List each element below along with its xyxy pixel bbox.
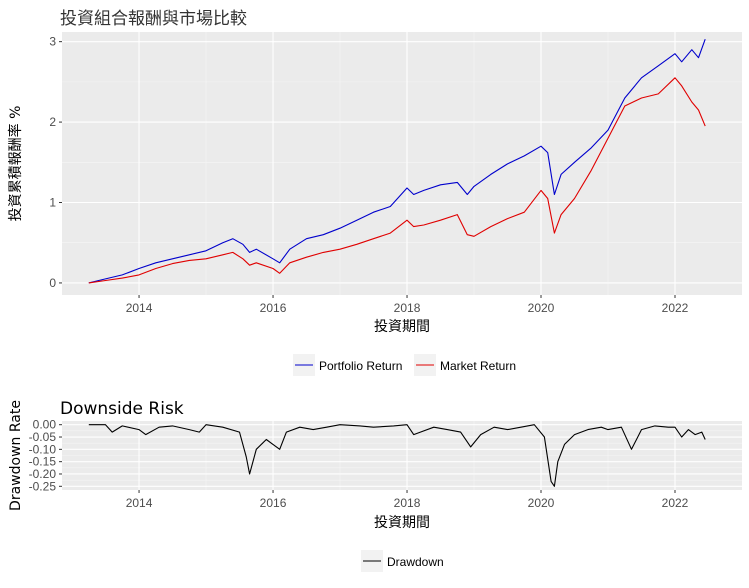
- panel2-y-tick-label: -0.20: [29, 467, 57, 481]
- panel1-y-tick-label: 3: [49, 35, 56, 49]
- panel1-x-tick-label: 2020: [528, 301, 555, 315]
- panel2-x-tick-label: 2014: [126, 496, 153, 510]
- panel1-background: [62, 32, 742, 295]
- panel2-title: Downside Risk: [60, 399, 184, 419]
- panel1-series-line-portfolio-return: [88, 39, 706, 284]
- panel1-x-tick-label: 2016: [260, 301, 287, 315]
- panel2-y-tick-label: -0.15: [29, 455, 57, 469]
- panel2-series-line-drawdown: [88, 424, 706, 487]
- panel2-y-tick-label: -0.05: [29, 430, 57, 444]
- panel2-x-tick-label: 2018: [394, 496, 421, 510]
- panel2-y-tick-label: -0.25: [29, 479, 57, 493]
- panel1-y-tick-label: 2: [49, 115, 56, 129]
- panel1-title: 投資組合報酬與市場比較: [60, 9, 247, 29]
- panel1-y-tick-label: 0: [49, 276, 56, 290]
- panel2-x-tick-label: 2016: [260, 496, 287, 510]
- panel1-y-tick-label: 1: [49, 196, 56, 210]
- panel1-legend-label: Portfolio Return: [319, 359, 402, 373]
- panel2-x-tick-label: 2022: [662, 496, 689, 510]
- panel1-y-axis-title: 投資累積報酬率 %: [7, 106, 24, 222]
- panel2-y-tick-label: 0.00: [33, 418, 57, 432]
- panel1-x-axis-title: 投資期間: [374, 319, 430, 335]
- panel1-series-line-market-return: [88, 77, 706, 284]
- panel1-x-tick-label: 2022: [662, 301, 689, 315]
- panel2-x-axis-title: 投資期間: [374, 515, 430, 531]
- panel1-x-tick-label: 2014: [126, 301, 153, 315]
- panel2-y-axis-title: Drawdown Rate: [8, 400, 24, 511]
- panel2-x-tick-label: 2020: [528, 496, 555, 510]
- panel2-y-tick-label: -0.10: [29, 442, 57, 456]
- panel1-legend-label: Market Return: [440, 359, 516, 373]
- panel2-legend-label: Drawdown: [387, 555, 444, 569]
- panel1-x-tick-label: 2018: [394, 301, 421, 315]
